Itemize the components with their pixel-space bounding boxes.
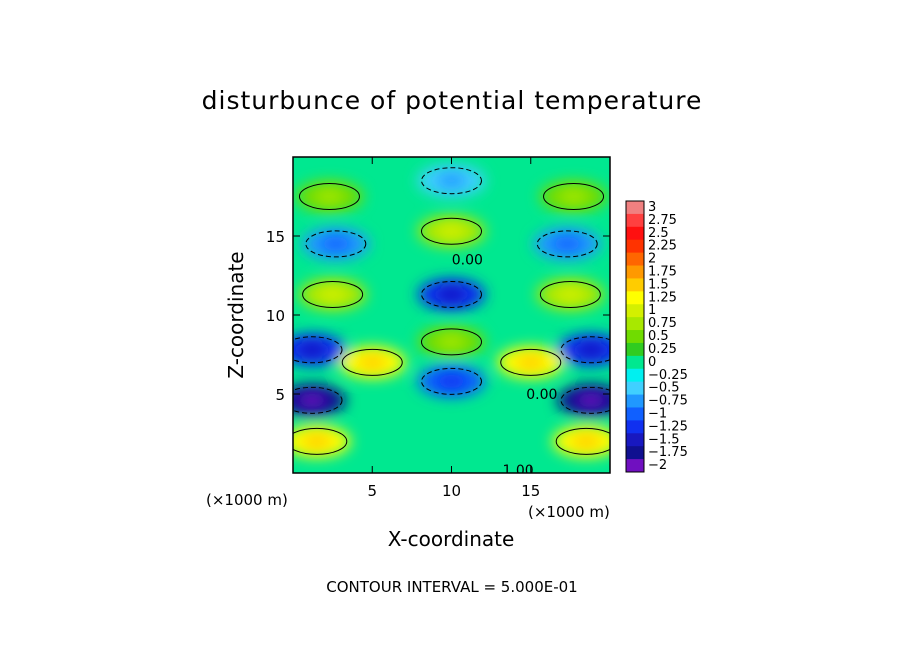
contour-line: [293, 336, 343, 364]
x-axis-unit: (×1000 m): [528, 503, 610, 521]
field-core: [436, 173, 467, 188]
colorbar-label: −0.5: [648, 381, 680, 396]
contour-label: 1.00: [502, 463, 533, 479]
x-tick-label: 15: [521, 482, 540, 500]
contour-line: [543, 183, 605, 210]
colorbar-label: 2.75: [648, 213, 677, 228]
field-core: [436, 224, 467, 239]
contour-line: [298, 183, 360, 210]
field-core: [515, 355, 546, 370]
field-core: [436, 374, 467, 389]
colorbar-swatch: [626, 226, 644, 241]
colorbar-label: 0: [648, 355, 656, 370]
colorbar-swatch: [626, 213, 644, 228]
x-tick-label: 10: [442, 482, 461, 500]
contour-line: [539, 280, 601, 308]
contour-line: [560, 336, 610, 364]
field-core: [317, 287, 348, 302]
y-tick-label: 15: [266, 228, 285, 246]
colorbar-label: 1.25: [648, 290, 677, 305]
colorbar-swatch: [626, 407, 644, 421]
field-core: [555, 287, 586, 302]
colorbar-label: −1: [648, 406, 667, 421]
contour-line: [421, 217, 482, 245]
y-axis-label: Z-coordinate: [224, 251, 248, 379]
colorbar-label: 0.25: [648, 342, 677, 357]
contour-line: [421, 280, 482, 308]
colorbar-label: 2.5: [648, 226, 669, 241]
field-core: [297, 342, 328, 357]
colorbar-frame: [625, 200, 645, 473]
colorbar-label: 1: [648, 303, 656, 318]
colorbar-swatch: [626, 201, 644, 215]
x-axis-label: X-coordinate: [387, 527, 515, 551]
colorbar-label: 0.5: [648, 329, 669, 344]
contour-interval: CONTOUR INTERVAL = 5.000E-01: [326, 578, 578, 596]
field-core: [571, 434, 602, 449]
colorbar-label: 3: [648, 200, 656, 215]
colorbar-swatch: [626, 381, 644, 396]
contour-line: [341, 348, 403, 376]
y-tick-label: 5: [275, 386, 285, 404]
colorbar-swatch: [626, 394, 644, 408]
colorbar-swatch: [626, 252, 644, 267]
colorbar-swatch: [626, 291, 644, 305]
colorbar-label: 2.25: [648, 239, 677, 254]
chart-title: disturbunce of potential temperature: [201, 86, 703, 115]
contour-line: [421, 328, 482, 356]
colorbar-swatch: [626, 342, 644, 357]
colorbar-swatch: [626, 433, 644, 447]
x-tick-label: 5: [367, 482, 377, 500]
contour-line: [293, 427, 348, 455]
colorbar-swatch: [626, 459, 644, 473]
field-core: [436, 334, 467, 349]
contour-line: [560, 386, 610, 414]
contour-line: [421, 367, 482, 395]
colorbar-swatch: [626, 278, 644, 292]
colorbar-label: −1.25: [648, 419, 688, 434]
colorbar-label: 1.5: [648, 277, 669, 292]
contour-line: [421, 167, 482, 195]
field-core: [320, 236, 351, 251]
colorbar-label: −1.75: [648, 445, 688, 460]
colorbar-swatch: [626, 317, 644, 331]
colorbar-swatch: [626, 265, 644, 279]
contour-line: [536, 230, 598, 258]
contour-label: 0.00: [452, 253, 483, 269]
contour-label: 0.00: [526, 387, 557, 403]
field-core: [575, 393, 606, 408]
field-core: [558, 189, 589, 204]
y-tick-label: 10: [266, 307, 285, 325]
colorbar-label: 1.75: [648, 265, 677, 280]
colorbar-swatch: [626, 330, 644, 344]
colorbar-label: 0.75: [648, 316, 677, 331]
colorbar-swatch: [626, 239, 644, 254]
field-core: [575, 342, 606, 357]
colorbar-label: −1.5: [648, 432, 680, 447]
contour-line: [555, 427, 610, 455]
field-core: [357, 355, 388, 370]
contour-line: [302, 280, 364, 308]
colorbar-swatch: [626, 304, 644, 318]
field-core: [552, 236, 583, 251]
field-core: [314, 189, 345, 204]
colorbar-label: −2: [648, 458, 667, 473]
colorbar-swatch: [626, 446, 644, 460]
colorbar-swatch: [626, 355, 644, 370]
colorbar-swatch: [626, 368, 644, 383]
colorbar-label: −0.25: [648, 368, 688, 383]
field-core: [301, 434, 332, 449]
colorbar-label: 2: [648, 252, 656, 267]
colorbar-swatch: [626, 420, 644, 434]
field-core: [436, 287, 467, 302]
y-axis-unit: (×1000 m): [206, 491, 288, 509]
colorbar-label: −0.75: [648, 394, 688, 409]
contour-line: [500, 348, 562, 376]
contour-line: [293, 386, 343, 414]
field-core: [297, 393, 328, 408]
contour-line: [305, 230, 367, 258]
